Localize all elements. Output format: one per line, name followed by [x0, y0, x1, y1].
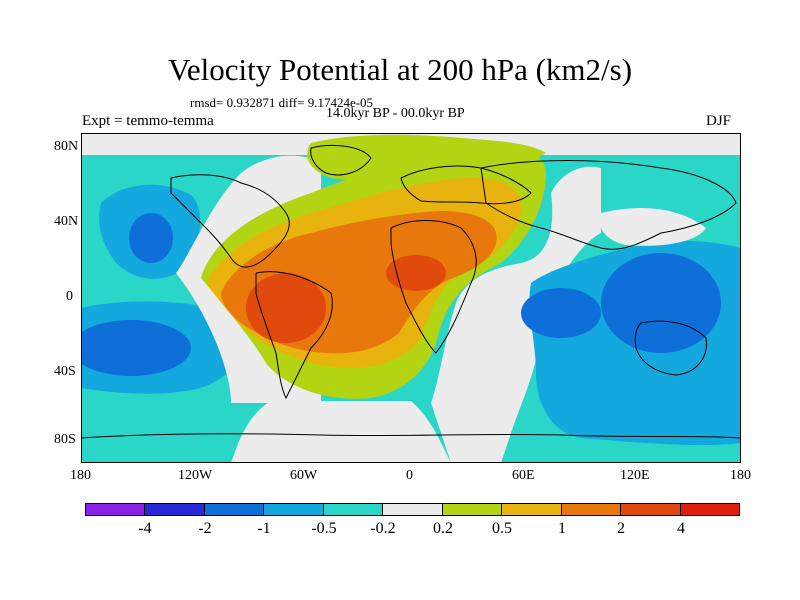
negative-core-indian-ocean [521, 288, 601, 338]
map-frame [81, 133, 741, 463]
positive-core-africa [386, 255, 446, 291]
coastline-asia [480, 160, 737, 250]
lon-tick-label: 60E [512, 468, 535, 483]
legend-swatch [382, 504, 442, 515]
legend-swatch [263, 504, 323, 515]
south-polar-zone [231, 401, 451, 463]
negative-core-western-pacific [601, 253, 721, 353]
lon-tick-label: 180 [730, 468, 751, 483]
lon-tick-label: 0 [406, 468, 413, 483]
lat-tick-label: 80N [54, 139, 79, 154]
legend-label: -0.5 [311, 520, 337, 537]
legend-label: 0.5 [492, 520, 512, 537]
legend-label: 2 [617, 520, 625, 537]
negative-core-pacific-south [81, 320, 191, 376]
legend-label: -4 [138, 520, 152, 537]
legend-swatch [322, 504, 383, 515]
legend-swatch [679, 504, 739, 515]
coastline-north-america [170, 174, 290, 268]
lat-tick-label: 40S [54, 364, 76, 379]
lon-tick-label: 60W [290, 468, 318, 483]
legend-label: -2 [198, 520, 212, 537]
lat-tick-label: 40N [54, 214, 79, 229]
legend-swatch [501, 504, 561, 515]
lon-tick-label: 120W [178, 468, 213, 483]
coastline-africa [390, 220, 477, 354]
positive-core-south-america [246, 273, 326, 343]
coastline-antarctica [81, 433, 741, 439]
legend-swatch [144, 504, 204, 515]
legend-label: 1 [558, 520, 566, 537]
neutral-band-east [431, 166, 601, 463]
legend-label: 4 [677, 520, 685, 537]
legend-swatch [86, 504, 145, 515]
coastline-greenland [310, 144, 372, 176]
lat-tick-label: 80S [54, 432, 76, 447]
velocity-potential-map [81, 133, 741, 463]
legend-label: 0.2 [433, 520, 453, 537]
neutral-region-northeast [599, 208, 706, 246]
legend-swatch [441, 504, 502, 515]
season-label: DJF [706, 113, 732, 129]
period-text: 14.0kyr BP - 00.0kyr BP [326, 106, 465, 121]
coastline-australia [634, 320, 707, 376]
negative-core-pacific-north [129, 213, 173, 263]
lon-tick-label: 180 [70, 468, 91, 483]
legend-swatch [203, 504, 264, 515]
legend-label: -1 [257, 520, 271, 537]
color-legend-bar [85, 503, 740, 516]
map-title: Velocity Potential at 200 hPa (km2/s) [167, 52, 633, 87]
coastline-europe [400, 165, 532, 205]
lat-tick-label: 0 [66, 289, 73, 304]
legend-swatch [560, 504, 621, 515]
experiment-label: Expt = temmo-temma [82, 113, 214, 129]
legend-swatch [620, 504, 680, 515]
coastline-south-america [255, 271, 333, 400]
lon-tick-label: 120E [620, 468, 650, 483]
stats-text: rmsd= 0.932871 diff= 9.17424e-05 [190, 95, 374, 110]
legend-label: -0.2 [370, 520, 396, 537]
